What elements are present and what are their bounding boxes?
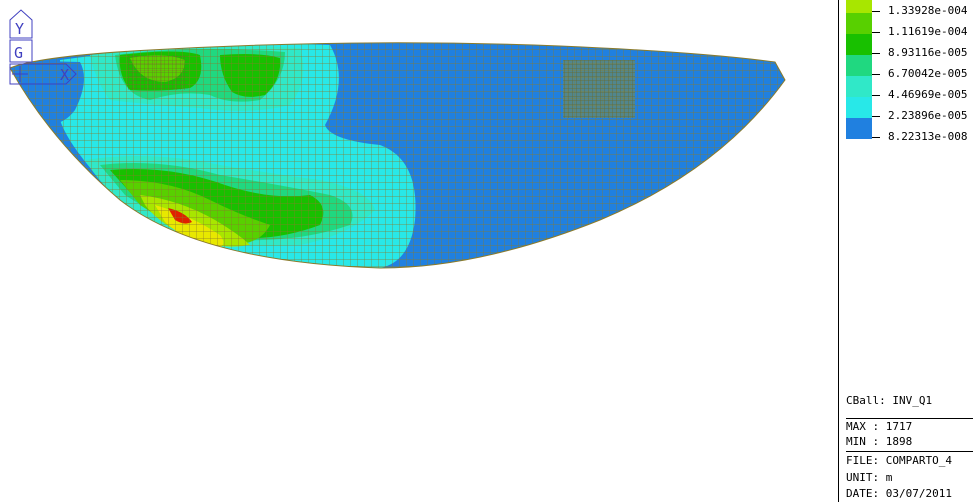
min-node: MIN : 1898 (846, 435, 913, 448)
legend-tick (872, 11, 880, 12)
axis-x-label: X (60, 66, 69, 84)
y-axis-arrow-icon (9, 9, 33, 39)
origin-box (9, 39, 33, 63)
legend-value-label: 2.23896e-005 (888, 109, 968, 122)
file-name: FILE: COMPARTO_4 (846, 454, 952, 467)
dense-mesh-patch (563, 60, 635, 118)
date-label: DATE: 03/07/2011 (846, 487, 952, 500)
legend-swatch (846, 0, 872, 13)
legend-swatch (846, 55, 872, 76)
model-outline (9, 42, 786, 269)
legend-swatch (846, 118, 872, 139)
legend-value-label: 8.93116e-005 (888, 46, 968, 59)
x-axis-arrow-icon (9, 63, 77, 85)
contour-legend: 1.33928e-004 1.11619e-004 8.93116e-005 6.70… (846, 0, 973, 143)
legend-value-label: 6.70042e-005 (888, 67, 968, 80)
mesh-contour-plot (9, 42, 786, 269)
legend-value-label: 8.22313e-008 (888, 130, 968, 143)
model-viewport[interactable]: Y G X (0, 0, 838, 502)
legend-tick (872, 137, 880, 138)
cball-label: CBall: INV_Q1 (846, 394, 933, 407)
origin-cross-icon (12, 66, 28, 82)
max-node: MAX : 1717 (846, 420, 913, 433)
dense-mesh-patch-left (128, 55, 188, 90)
legend-tick (872, 53, 880, 54)
legend-swatch (846, 34, 872, 55)
unit-label: UNIT: m (846, 471, 893, 484)
legend-swatch (846, 76, 872, 97)
mesh-grid-overlay (10, 42, 785, 268)
contour-fill-group (10, 42, 785, 268)
legend-value-label: 1.11619e-004 (888, 25, 968, 38)
legend-tick (872, 95, 880, 96)
legend-value-label: 4.46969e-005 (888, 88, 968, 101)
legend-tick (872, 32, 880, 33)
legend-swatch (846, 13, 872, 34)
info-rule-1 (846, 418, 973, 419)
legend-tick (872, 116, 880, 117)
axis-triad: Y G X (9, 9, 77, 85)
axis-y-label: Y (15, 20, 24, 38)
legend-tick (872, 74, 880, 75)
legend-swatch (846, 97, 872, 118)
panel-divider (838, 0, 839, 502)
info-rule-2 (846, 451, 973, 452)
legend-value-label: 1.33928e-004 (888, 4, 968, 17)
axis-g-label: G (14, 44, 23, 62)
